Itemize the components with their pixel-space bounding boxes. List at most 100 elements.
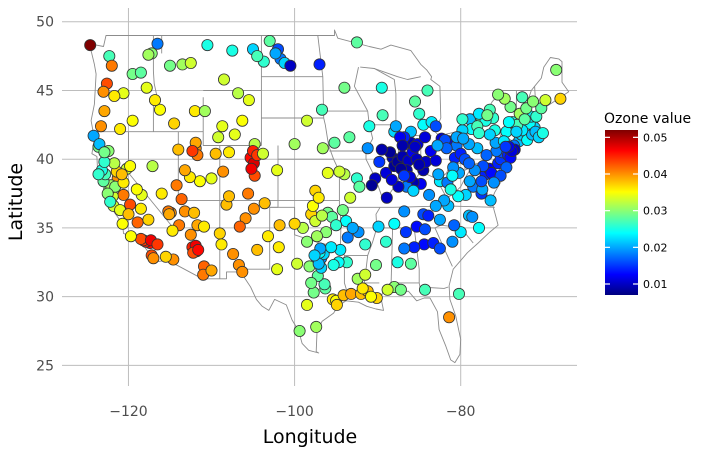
ozone-point [256,147,269,160]
ozone-point [457,132,470,145]
ozone-point [432,168,445,181]
ozone-point [418,223,431,236]
ozone-point [273,219,286,232]
ozone-point [201,39,214,52]
ozone-point [98,105,111,118]
ozone-point [172,143,185,156]
ozone-point [134,66,147,79]
colorbar-tick-label: 0.04 [643,168,668,181]
ozone-point [310,230,323,243]
state-border-28 [390,227,394,292]
ozone-point [305,276,318,289]
ozone-point [193,175,206,188]
ozone-point [217,165,230,178]
ozone-point [115,168,128,181]
grid-lines [62,8,577,386]
ozone-point [92,168,105,181]
ozone-point [205,264,218,277]
ozone-point [251,243,264,256]
ozone-point [97,85,110,98]
ozone-point [341,231,354,244]
ozone-point [114,123,127,136]
ozone-point [134,232,147,245]
ozone-point [140,81,153,94]
ozone-point [116,217,129,230]
ozone-point [330,219,343,232]
ozone-point [330,298,343,311]
ozone-point [269,47,282,60]
ozone-point [216,120,229,133]
ozone-point [516,91,529,104]
ozone-point [108,157,121,170]
ozone-point [245,162,258,175]
ozone-point [539,94,552,107]
ozone-point [188,206,201,219]
ozone-point [433,242,446,255]
ozone-point [147,252,160,265]
colorbar-tick-label: 0.03 [643,205,668,218]
x-tick-labels: −120 −100 −80 [109,404,475,420]
ozone-point [443,311,456,324]
ozone-point [184,228,197,241]
y-tick-labels: 25 30 35 40 45 50 [36,15,54,375]
ozone-point [247,202,260,215]
ozone-point [554,92,567,105]
ozone-points [84,35,567,337]
ozone-point [361,142,374,155]
ozone-point [192,243,205,256]
ozone-point [407,184,420,197]
ozone-point [381,283,394,296]
ozone-point [343,131,356,144]
state-border-3 [177,131,278,201]
ozone-point [242,94,255,107]
ozone-point [446,169,459,182]
ozone-point [272,241,285,254]
ozone-point [222,190,235,203]
ozone-point [328,136,341,149]
ozone-point [142,48,155,61]
ozone-point [466,210,479,223]
ozone-point [166,224,179,237]
ozone-point [236,114,249,127]
ozone-point [398,242,411,255]
ozone-point [372,220,385,233]
ozone-point [375,81,388,94]
ozone-point [350,36,363,49]
ozone-point [429,154,442,167]
ozone-point [198,105,211,118]
y-tick-label: 45 [36,83,54,99]
ozone-point [122,208,135,221]
ozone-point [155,187,168,200]
ozone-point [391,256,404,269]
state-border-27 [367,227,378,256]
ozone-point [536,127,549,140]
ozone-point [504,101,517,114]
ozone-point [463,175,476,188]
ozone-point [452,190,465,203]
ozone-point [261,230,274,243]
ozone-point [212,131,225,144]
ozone-point [452,287,465,300]
ozone-point [242,187,255,200]
ozone-point [170,179,183,192]
ozone-point [215,238,228,251]
ozone-point [271,164,284,177]
ozone-point [429,120,442,133]
ozone-point [306,199,319,212]
ozone-point [197,220,210,233]
ozone-point [446,235,459,248]
ozone-point [438,194,451,207]
ozone-point [130,183,143,196]
ozone-point [456,113,469,126]
ozone-point [327,258,340,271]
ozone-point [186,144,199,157]
ozone-point [228,128,241,141]
ozone-point [396,139,409,152]
ozone-point [499,140,512,153]
ozone-point [226,44,239,57]
ozone-point [388,217,401,230]
ozone-point [227,247,240,260]
colorbar-tick-label: 0.01 [643,278,668,291]
ozone-point [389,120,402,133]
ozone-point [178,164,191,177]
